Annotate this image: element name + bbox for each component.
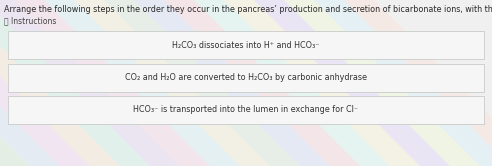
Polygon shape [314,0,492,166]
FancyBboxPatch shape [8,31,484,59]
Polygon shape [0,0,30,166]
Polygon shape [74,0,270,166]
Polygon shape [0,0,60,166]
Text: H₂CO₃ dissociates into H⁺ and HCO₃⁻: H₂CO₃ dissociates into H⁺ and HCO₃⁻ [172,41,320,49]
Polygon shape [0,0,90,166]
Polygon shape [224,0,420,166]
Polygon shape [164,0,360,166]
Text: CO₂ and H₂O are converted to H₂CO₃ by carbonic anhydrase: CO₂ and H₂O are converted to H₂CO₃ by ca… [125,74,367,83]
FancyBboxPatch shape [8,96,484,124]
Polygon shape [0,0,120,166]
Polygon shape [14,0,210,166]
Text: ⓘ Instructions: ⓘ Instructions [4,16,57,25]
Polygon shape [344,0,492,166]
Polygon shape [194,0,390,166]
Polygon shape [104,0,300,166]
Polygon shape [0,0,150,166]
Polygon shape [254,0,450,166]
Polygon shape [284,0,480,166]
Text: HCO₃⁻ is transported into the lumen in exchange for Cl⁻: HCO₃⁻ is transported into the lumen in e… [133,106,359,115]
Polygon shape [0,0,180,166]
Polygon shape [44,0,240,166]
Text: Arrange the following steps in the order they occur in the pancreas’ production : Arrange the following steps in the order… [4,5,492,14]
FancyBboxPatch shape [8,64,484,92]
Polygon shape [134,0,330,166]
